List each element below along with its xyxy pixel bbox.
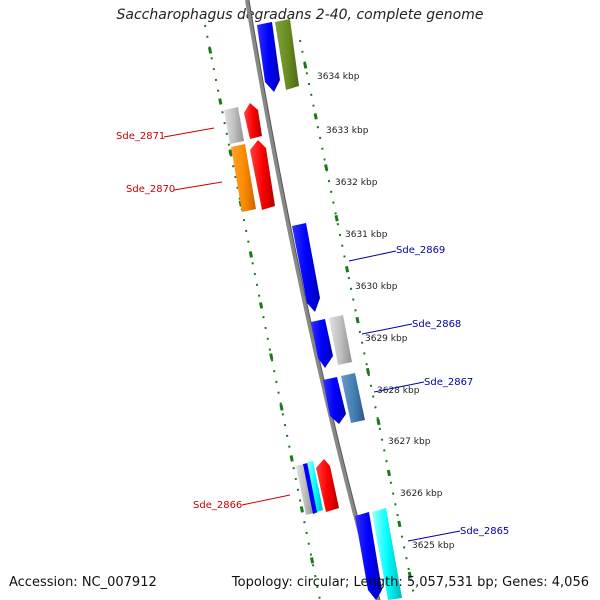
kbp-label-3631: 3631 kbp: [345, 230, 388, 240]
kbp-label-3633: 3633 kbp: [326, 126, 369, 136]
right-ruler-tick: [334, 215, 339, 222]
gene-label-sde-2870[interactable]: Sde_2870: [126, 184, 175, 195]
gene-steel-2867: [341, 373, 365, 423]
kbp-label-3625: 3625 kbp: [412, 541, 455, 551]
right-ruler-tick: [313, 113, 318, 120]
right-ruler-tick: [324, 164, 329, 171]
gene-blue-2869: [292, 223, 320, 312]
leader-line-2870: [173, 181, 223, 191]
right-ruler-tick: [355, 316, 360, 324]
kbp-label-3630: 3630 kbp: [355, 282, 398, 292]
gene-grey-2871: [224, 107, 244, 144]
gene-olive-top: [275, 19, 299, 90]
right-ruler-tick: [344, 265, 350, 273]
left-ruler-tick: [248, 251, 253, 258]
leader-line-2871: [163, 127, 215, 138]
left-ruler-tick: [279, 404, 284, 411]
kbp-label-3629: 3629 kbp: [365, 334, 408, 344]
gene-blue-2865: [355, 512, 382, 600]
accession-text: Accession: NC_007912: [9, 575, 157, 590]
left-ruler-tick: [299, 506, 304, 513]
gene-blue-top: [257, 22, 280, 92]
left-ruler-ticks: [208, 47, 315, 564]
leader-line-2868: [361, 323, 413, 335]
gene-orange-2870: [231, 144, 256, 212]
gene-label-sde-2867[interactable]: Sde_2867: [424, 377, 473, 388]
kbp-label-3627: 3627 kbp: [388, 437, 431, 447]
gene-label-sde-2866[interactable]: Sde_2866: [193, 500, 242, 511]
right-ruler-tick: [376, 418, 381, 426]
left-ruler-tick: [208, 47, 213, 54]
kbp-label-3632: 3632 kbp: [335, 178, 378, 188]
gene-cyan-2865: [372, 508, 402, 600]
left-ruler-track: [204, 24, 321, 600]
gene-blue-2868a: [311, 319, 333, 368]
left-ruler-tick: [269, 353, 274, 360]
kbp-label-3628: 3628 kbp: [377, 386, 420, 396]
left-ruler-tick: [228, 149, 233, 156]
gene-label-sde-2868[interactable]: Sde_2868: [412, 319, 461, 330]
right-ruler-tick: [407, 571, 412, 579]
right-ruler-tick: [386, 469, 391, 477]
right-ruler-ticks: [303, 62, 412, 579]
genome-info-text: Topology: circular; Length: 5,057,531 bp…: [231, 575, 589, 590]
gene-red-2870: [250, 140, 275, 210]
right-ruler-tick: [365, 367, 371, 375]
left-ruler-tick: [310, 557, 315, 564]
gene-grey-2866: [296, 464, 314, 515]
leader-line-2866: [241, 494, 291, 506]
gene-blue-2866: [303, 463, 318, 514]
map-title: Saccharophagus degradans 2-40, complete …: [116, 7, 484, 23]
kbp-label-3626: 3626 kbp: [400, 489, 443, 499]
left-ruler-tick: [289, 455, 294, 462]
gene-label-sde-2865[interactable]: Sde_2865: [460, 526, 509, 537]
gene-red-2871: [244, 103, 262, 139]
left-ruler-tick: [218, 98, 223, 105]
left-ruler-tick: [259, 302, 264, 309]
gene-label-sde-2869[interactable]: Sde_2869: [396, 245, 445, 256]
leader-line-2865: [407, 530, 461, 542]
kbp-label-3634: 3634 kbp: [317, 72, 360, 82]
gene-grey-2868: [329, 315, 352, 365]
right-ruler-tick: [303, 62, 308, 69]
leader-line-2869: [348, 250, 397, 262]
gene-blue-2867a: [323, 377, 346, 424]
gene-label-sde-2871[interactable]: Sde_2871: [116, 131, 165, 142]
right-ruler-tick: [397, 520, 402, 528]
gene-red-2866: [316, 459, 339, 512]
leader-line-2867: [373, 381, 425, 393]
gene-cyan-2866: [307, 461, 323, 512]
